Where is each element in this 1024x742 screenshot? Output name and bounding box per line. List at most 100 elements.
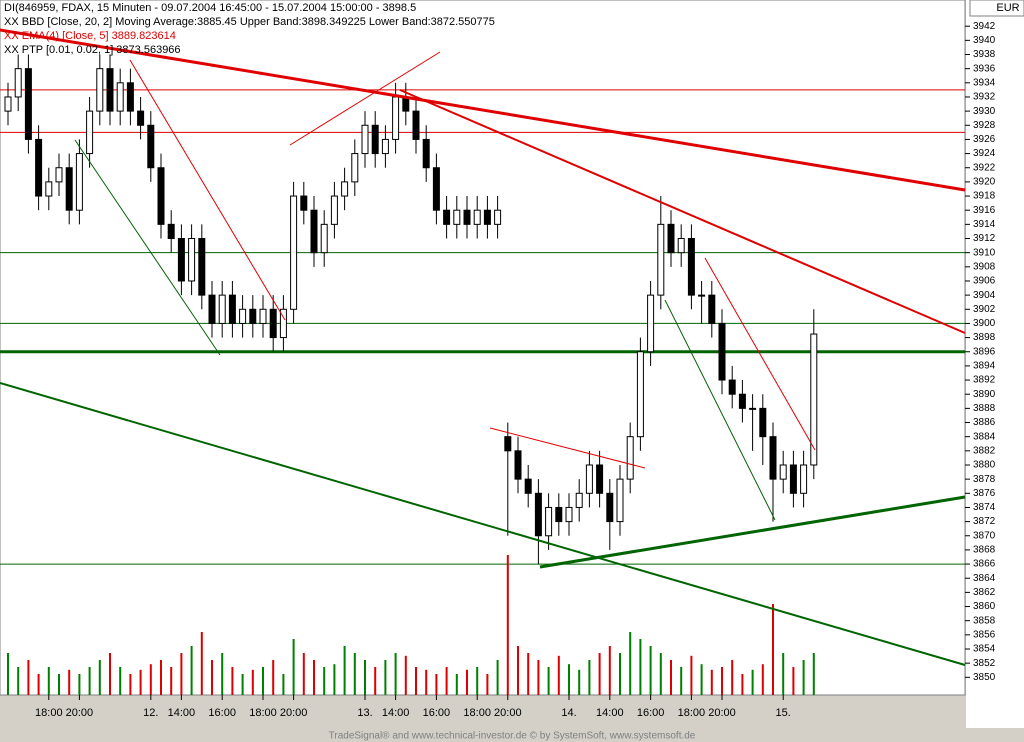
x-tick-label: 14:00 [596, 707, 624, 719]
volume-bar [129, 674, 132, 695]
volume-bar [731, 660, 734, 695]
candle-body [188, 238, 196, 282]
candle-body [769, 436, 777, 480]
volume-bar [710, 669, 713, 695]
x-tick-label: 20:00 [280, 707, 308, 719]
volume-bar [313, 660, 315, 695]
trend-line [664, 299, 776, 521]
candle-body [749, 407, 757, 410]
candle-body [514, 450, 522, 480]
y-tick-label: 3932 [973, 92, 996, 103]
candle-body [228, 294, 236, 324]
x-tick-label: 16:00 [423, 707, 451, 719]
x-tick-label: 13. [357, 707, 372, 719]
y-tick-label: 3890 [973, 389, 996, 400]
candle-body [667, 223, 675, 254]
x-tick-label: 16:00 [637, 707, 665, 719]
volume-bar [649, 646, 652, 695]
x-tick-label: 14:00 [382, 707, 410, 719]
volume-bar [404, 655, 407, 695]
volume-bar [251, 669, 254, 695]
volume-bar [435, 674, 438, 695]
x-tick-label: 18:00 [463, 707, 491, 719]
volume-bar [149, 664, 152, 695]
volume-bar [262, 667, 264, 695]
candle-body [494, 209, 502, 225]
candle-body [483, 209, 491, 225]
candle-body [290, 195, 298, 310]
volume-bar [292, 639, 295, 695]
candle-body [35, 138, 43, 197]
volume-bar [506, 555, 509, 695]
candle-body [759, 407, 767, 438]
candle-body [126, 82, 134, 112]
volume-bar [721, 667, 723, 695]
legend-line: XX PTP [0.01, 0.02, 1] 3873.563966 [4, 44, 181, 56]
footer: TradeSignal® and www.technical-investor.… [329, 731, 696, 742]
y-tick-label: 3874 [973, 502, 996, 513]
volume-bar [323, 667, 326, 695]
candle-body [259, 308, 267, 324]
candle-body [392, 96, 400, 140]
trend-line [0, 382, 966, 666]
volume-bar [221, 653, 224, 695]
volume-bar [98, 660, 101, 695]
volume-bar [741, 674, 744, 695]
volume-bar [578, 669, 581, 695]
volume-bar [415, 667, 417, 695]
y-tick-label: 3850 [973, 672, 996, 683]
y-tick-label: 3920 [973, 177, 996, 188]
y-tick-label: 3880 [973, 460, 996, 471]
volume-bar [139, 669, 142, 695]
candle-body [279, 308, 287, 339]
volume-bar [812, 653, 815, 695]
y-tick-label: 3864 [973, 573, 996, 584]
candle-body [45, 181, 53, 197]
volume-bar [302, 653, 305, 695]
plot-area [0, 0, 966, 696]
candle-body [239, 308, 247, 324]
volume-bar [619, 653, 621, 695]
trend-line [0, 28, 966, 192]
y-tick-label: 3858 [973, 615, 996, 626]
y-tick-label: 3904 [973, 290, 996, 301]
volume-bar [231, 667, 234, 695]
y-tick-label: 3898 [973, 332, 996, 343]
volume-bar [547, 667, 550, 695]
x-tick-label: 20:00 [494, 707, 522, 719]
volume-bar [557, 655, 560, 695]
volume-bar [78, 674, 81, 695]
volume-bar [170, 667, 173, 695]
candle-body [341, 181, 349, 197]
y-tick-label: 3862 [973, 587, 996, 598]
y-tick-label: 3896 [973, 346, 996, 357]
y-tick-label: 3860 [973, 601, 996, 612]
y-tick-label: 3886 [973, 417, 996, 428]
candle-body [371, 124, 379, 155]
volume-bar [109, 653, 111, 695]
candle-body [320, 223, 328, 254]
volume-bar [476, 667, 479, 695]
volume-bar [782, 653, 785, 695]
price-axis-panel [966, 0, 1024, 728]
y-tick-label: 3902 [973, 304, 996, 315]
y-tick-label: 3856 [973, 629, 996, 640]
y-tick-label: 3888 [973, 403, 996, 414]
candle-body [4, 96, 12, 112]
volume-bar [364, 660, 366, 695]
y-tick-label: 3894 [973, 361, 996, 372]
currency: EUR [996, 2, 1019, 14]
y-tick-label: 3938 [973, 49, 996, 60]
y-tick-label: 3924 [973, 148, 996, 159]
legend-line: XX BBD [Close, 20, 2] Moving Average:388… [4, 16, 495, 28]
candle-body [310, 209, 318, 254]
candle-body [116, 82, 124, 112]
y-tick-label: 3866 [973, 559, 996, 570]
volume-bar [761, 664, 764, 695]
volume-bar [670, 660, 672, 695]
candle-body [453, 209, 461, 225]
candle-body [351, 153, 359, 183]
volume-bar [680, 667, 683, 695]
